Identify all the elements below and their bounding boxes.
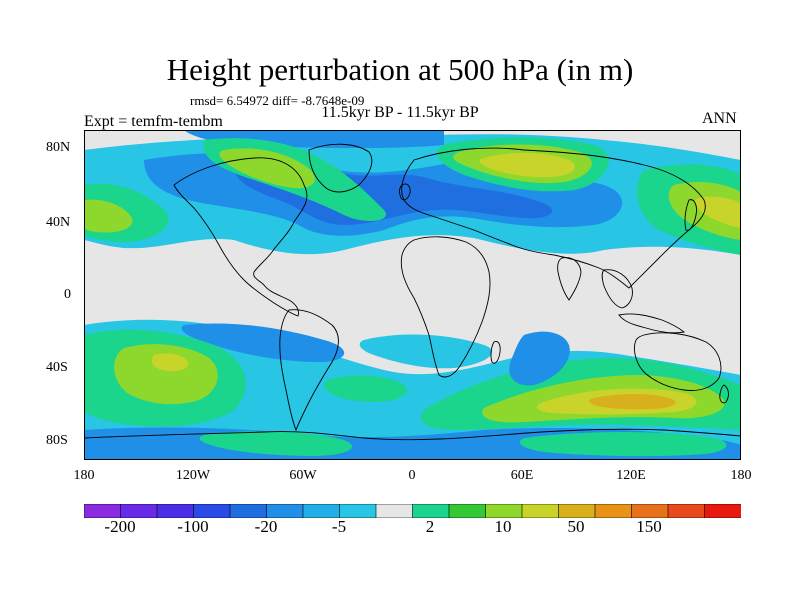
colorbar-swatch [120, 504, 158, 518]
coast-southeast-asia [601, 269, 633, 309]
colorbar-label-50: 50 [567, 517, 585, 536]
coast-north-america [173, 157, 308, 317]
lat-label-equator: 0 [64, 287, 71, 302]
lon-label-120w: 120W [175, 468, 211, 483]
colorbar-swatch [558, 504, 596, 518]
colorbar-label-minus-20: -20 [254, 517, 278, 536]
colorbar-swatch [412, 504, 450, 518]
experiment-label: Expt = temfm-tembm [84, 113, 223, 130]
colorbar-swatch [193, 504, 231, 518]
contour-fields [84, 130, 741, 460]
stats-line: rmsd= 6.54972 diff= -8.7648e-09 [190, 93, 365, 108]
colorbar-swatch [594, 504, 633, 518]
contour-neg-weak-atlantic [359, 334, 493, 369]
lon-label-180w: 180 [73, 468, 95, 483]
colorbar-label-minus-5: -5 [331, 517, 347, 536]
colorbar-swatch [229, 504, 268, 518]
colorbar-swatch [266, 504, 304, 518]
contour-pos-strong-southwest [151, 353, 189, 372]
contour-map [84, 130, 741, 460]
colorbar-swatch [156, 504, 195, 518]
colorbar-swatch [521, 504, 560, 518]
colorbar-swatch [631, 504, 669, 518]
colorbar-label-minus-100: -100 [177, 517, 209, 536]
lat-label-40s: 40S [46, 360, 68, 375]
lon-label-60e: 60E [510, 468, 534, 483]
coast-eurasia [401, 147, 706, 289]
contour-neg-mid-indian [509, 331, 570, 386]
coastlines [84, 143, 741, 441]
contour-pos-max-indian [589, 394, 676, 410]
lon-label-180e: 180 [730, 468, 752, 483]
coast-madagascar [490, 341, 501, 364]
lon-label-60w: 60W [289, 468, 317, 483]
lat-label-80s: 80S [46, 433, 68, 448]
colorbar-swatch [485, 504, 523, 518]
map-frame [84, 130, 741, 460]
colorbar-swatch [704, 504, 741, 518]
coast-australia [634, 332, 722, 391]
colorbar-swatch [84, 504, 122, 518]
coast-south-america [279, 309, 339, 432]
contour-pos-mid-greenland [219, 148, 315, 189]
coast-uk [399, 183, 411, 201]
colorbar-swatch [302, 504, 341, 518]
contour-pos-weak-antarctic [199, 431, 353, 456]
contour-pos-strong-eurasia [479, 152, 575, 178]
coast-indian-subcontinent [557, 257, 582, 301]
contour-neg-mid-south [181, 323, 345, 362]
map-title: Height perturbation at 500 hPa (in m) [166, 52, 634, 87]
coast-new-zealand [719, 384, 729, 404]
season-label: ANN [702, 110, 737, 127]
colorbar [84, 504, 741, 518]
lat-label-80n: 80N [46, 140, 71, 155]
contour-pos-weak-atlantic-south [323, 375, 408, 402]
colorbar-label-10: 10 [494, 517, 512, 536]
contour-pos-mid-west [84, 199, 133, 233]
contour-pos-mid-southwest [114, 344, 218, 405]
coast-japan [684, 199, 697, 231]
colorbar-label-150: 150 [636, 517, 662, 536]
colorbar-swatch [667, 504, 706, 518]
contour-pos-weak-east-antarctic [519, 432, 727, 457]
lon-label-120e: 120E [616, 468, 646, 483]
coast-africa [400, 236, 491, 378]
lat-label-40n: 40N [46, 215, 71, 230]
coast-greenland [308, 143, 373, 193]
colorbar-swatch [339, 504, 377, 518]
coast-antarctica [84, 428, 741, 441]
colorbar-swatch [448, 504, 487, 518]
colorbar-label-minus-200: -200 [104, 517, 136, 536]
period-label: 11.5kyr BP - 11.5kyr BP [321, 104, 479, 121]
lon-label-0: 0 [408, 468, 416, 483]
contour-pos-strong-pacific [694, 196, 741, 228]
colorbar-label-2: 2 [425, 517, 435, 536]
coast-indonesia [618, 313, 686, 334]
colorbar-swatch [375, 504, 414, 518]
